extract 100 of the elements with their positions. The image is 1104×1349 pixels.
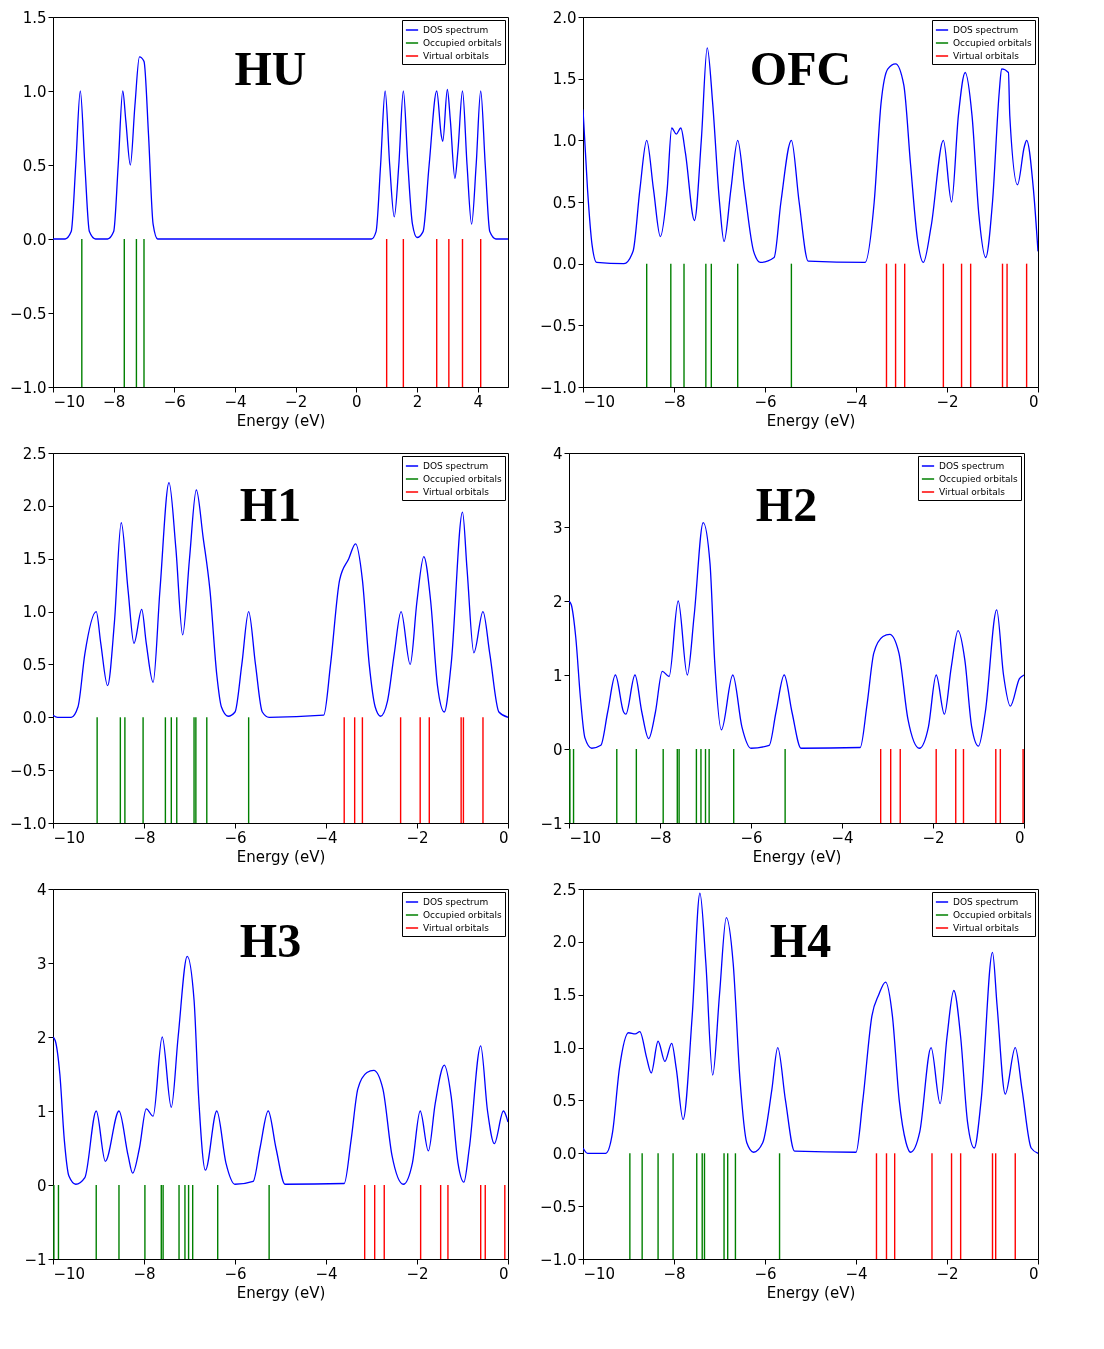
x-tick-label: −4 — [845, 392, 868, 411]
legend-label: DOS spectrum — [953, 25, 1019, 35]
y-tick-label: 1.5 — [552, 986, 577, 1005]
x-tick-label: −10 — [569, 828, 602, 847]
y-tick-label: 0.5 — [552, 1091, 577, 1110]
y-tick-label: −1.0 — [10, 814, 47, 833]
y-tick-label: −1.0 — [540, 1250, 577, 1269]
x-tick-label: −2 — [406, 828, 429, 847]
y-tick-label: 3 — [36, 954, 47, 973]
x-tick-label: −6 — [754, 1264, 777, 1283]
y-tick-label: −0.5 — [540, 1197, 577, 1216]
y-tick-label: 2.0 — [552, 8, 577, 27]
y-tick-label: −1 — [540, 814, 563, 833]
x-tick-label: −10 — [53, 392, 86, 411]
y-tick-label: 4 — [36, 880, 47, 899]
legend-label: Virtual orbitals — [423, 923, 490, 933]
x-axis-title: Energy (eV) — [236, 411, 326, 430]
legend-label: Occupied orbitals — [423, 474, 502, 484]
x-tick-label: −8 — [649, 828, 672, 847]
x-tick-label: −4 — [831, 828, 854, 847]
y-tick-label: 0.0 — [22, 230, 47, 249]
legend-label: Virtual orbitals — [423, 51, 490, 61]
x-tick-label: −4 — [315, 1264, 338, 1283]
y-tick-label: −1.0 — [540, 378, 577, 397]
y-tick-label: 0 — [552, 740, 563, 759]
x-tick-label: −8 — [663, 392, 686, 411]
y-tick-label: −0.5 — [10, 304, 47, 323]
legend-label: Virtual orbitals — [953, 923, 1020, 933]
legend-label: DOS spectrum — [939, 461, 1005, 471]
y-tick-label: 1.5 — [22, 550, 47, 569]
line-series — [583, 892, 1038, 1154]
x-tick-label: −10 — [53, 1264, 86, 1283]
legend-label: DOS spectrum — [423, 25, 489, 35]
x-tick-label: −8 — [133, 1264, 156, 1283]
legend-label: Occupied orbitals — [953, 910, 1032, 920]
y-tick-label: 0.5 — [552, 193, 577, 212]
x-tick-label: 0 — [498, 828, 509, 847]
legend-label: Virtual orbitals — [423, 487, 490, 497]
y-tick-label: 1.5 — [552, 70, 577, 89]
y-tick-label: −1 — [24, 1250, 47, 1269]
x-tick-label: −6 — [163, 392, 186, 411]
x-tick-label: −2 — [936, 1264, 959, 1283]
x-tick-label: 2 — [412, 392, 423, 411]
y-tick-label: 1 — [552, 666, 563, 685]
y-tick-label: 1.0 — [22, 82, 47, 101]
x-axis-title: Energy (eV) — [236, 1283, 326, 1302]
x-tick-label: −6 — [754, 392, 777, 411]
x-axis-title: Energy (eV) — [766, 411, 856, 430]
x-axis-title: Energy (eV) — [766, 1283, 856, 1302]
y-tick-label: 1.0 — [552, 131, 577, 150]
x-tick-label: −8 — [663, 1264, 686, 1283]
y-tick-label: 1 — [36, 1102, 47, 1121]
x-tick-label: −2 — [406, 1264, 429, 1283]
x-axis-title: Energy (eV) — [236, 847, 326, 866]
y-tick-label: −0.5 — [10, 761, 47, 780]
x-tick-label: −8 — [133, 828, 156, 847]
y-tick-label: 0.5 — [22, 655, 47, 674]
y-tick-label: 2.0 — [22, 497, 47, 516]
y-tick-label: 0.0 — [552, 255, 577, 274]
y-tick-label: 1.5 — [22, 8, 47, 27]
y-tick-label: −0.5 — [540, 316, 577, 335]
y-tick-label: 0.5 — [22, 156, 47, 175]
y-tick-label: 3 — [552, 518, 563, 537]
text: H4 — [769, 914, 832, 967]
x-tick-label: −8 — [103, 392, 126, 411]
x-tick-label: −6 — [224, 1264, 247, 1283]
text: H3 — [239, 914, 302, 967]
x-axis-title: Energy (eV) — [752, 847, 842, 866]
y-tick-label: 0 — [36, 1176, 47, 1195]
y-tick-label: 2.5 — [22, 444, 47, 463]
y-tick-label: 2 — [552, 592, 563, 611]
line-series — [53, 955, 508, 1185]
y-tick-label: 2 — [36, 1028, 47, 1047]
y-tick-label: −1.0 — [10, 378, 47, 397]
x-tick-label: −4 — [224, 392, 247, 411]
x-tick-label: −6 — [740, 828, 763, 847]
x-tick-label: −2 — [922, 828, 945, 847]
x-tick-label: −10 — [583, 392, 616, 411]
x-tick-label: 4 — [473, 392, 483, 411]
legend-label: Occupied orbitals — [423, 910, 502, 920]
legend-label: Occupied orbitals — [423, 38, 502, 48]
y-tick-label: 4 — [552, 444, 563, 463]
legend-label: Occupied orbitals — [953, 38, 1032, 48]
line-series — [569, 521, 1024, 749]
y-tick-label: 2.0 — [552, 933, 577, 952]
y-tick-label: 0.0 — [552, 1144, 577, 1163]
text: H1 — [239, 478, 302, 531]
y-tick-label: 1.0 — [22, 603, 47, 622]
legend-label: Virtual orbitals — [953, 51, 1020, 61]
text: H2 — [755, 478, 818, 531]
x-tick-label: 0 — [498, 1264, 509, 1283]
text: HU — [234, 42, 307, 95]
legend-label: DOS spectrum — [953, 897, 1019, 907]
x-tick-label: −6 — [224, 828, 247, 847]
x-tick-label: −2 — [285, 392, 308, 411]
legend-label: DOS spectrum — [423, 461, 489, 471]
x-tick-label: 0 — [1014, 828, 1025, 847]
x-tick-label: 0 — [352, 392, 362, 411]
legend-label: Occupied orbitals — [939, 474, 1018, 484]
x-tick-label: −2 — [936, 392, 959, 411]
